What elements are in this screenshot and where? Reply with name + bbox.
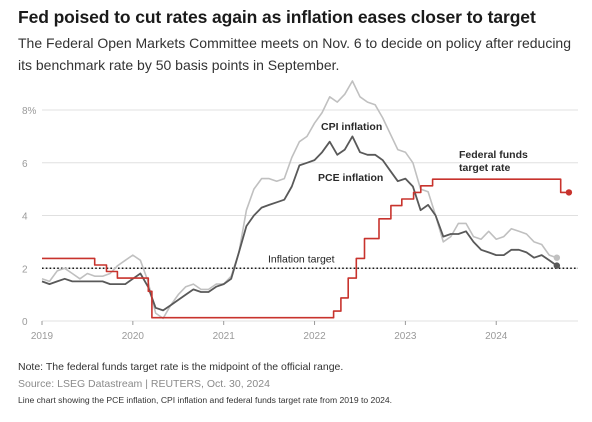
pce-label: PCE inflation [318,172,383,184]
fed-label-line: Federal funds [459,149,528,161]
cpi-line [41,80,558,320]
line-chart: 0 2 4 6 8% 2019 2020 2021 2022 2023 2024 Inflation… [22,80,578,342]
cpi-endpoint [553,254,561,261]
chart-description: Line chart showing the PCE inflation, CP… [18,395,393,405]
inflation-target-label: Inflation target [268,253,335,265]
y-tick-label: 2 [22,264,28,275]
x-tick-label: 2023 [394,331,417,342]
y-tick-label: 0 [22,317,28,328]
y-tick-label: 4 [22,212,28,223]
chart-note: Note: The federal funds target rate is t… [18,361,344,373]
x-tick-label: 2024 [485,331,508,342]
x-tick-label: 2021 [213,331,236,342]
pce-line [41,135,558,312]
inflation-target: Inflation target [42,253,578,270]
x-tick-label: 2022 [303,331,326,342]
series-lines [41,80,573,320]
chart-source: Source: LSEG Datastream | REUTERS, Oct. … [18,378,270,390]
axis-ticks: 0 2 4 6 8% 2019 2020 2021 2022 2023 2024 [22,106,508,342]
chart-title: Fed poised to cut rates again as inflati… [18,7,536,27]
x-tick-label: 2020 [122,331,145,342]
fed-line [42,178,569,319]
series-labels: CPI inflation PCE inflation Federal fundst… [318,121,528,184]
y-tick-label: 8% [22,106,37,117]
pce-endpoint [553,262,561,269]
cpi-label: CPI inflation [321,121,382,133]
x-tick-label: 2019 [31,331,54,342]
fed-label-line: target rate [459,162,511,174]
fed-endpoint [565,189,573,196]
chart-subtitle: The Federal Open Markets Committee meets… [18,35,572,73]
grid [42,109,578,322]
y-tick-label: 6 [22,159,28,170]
